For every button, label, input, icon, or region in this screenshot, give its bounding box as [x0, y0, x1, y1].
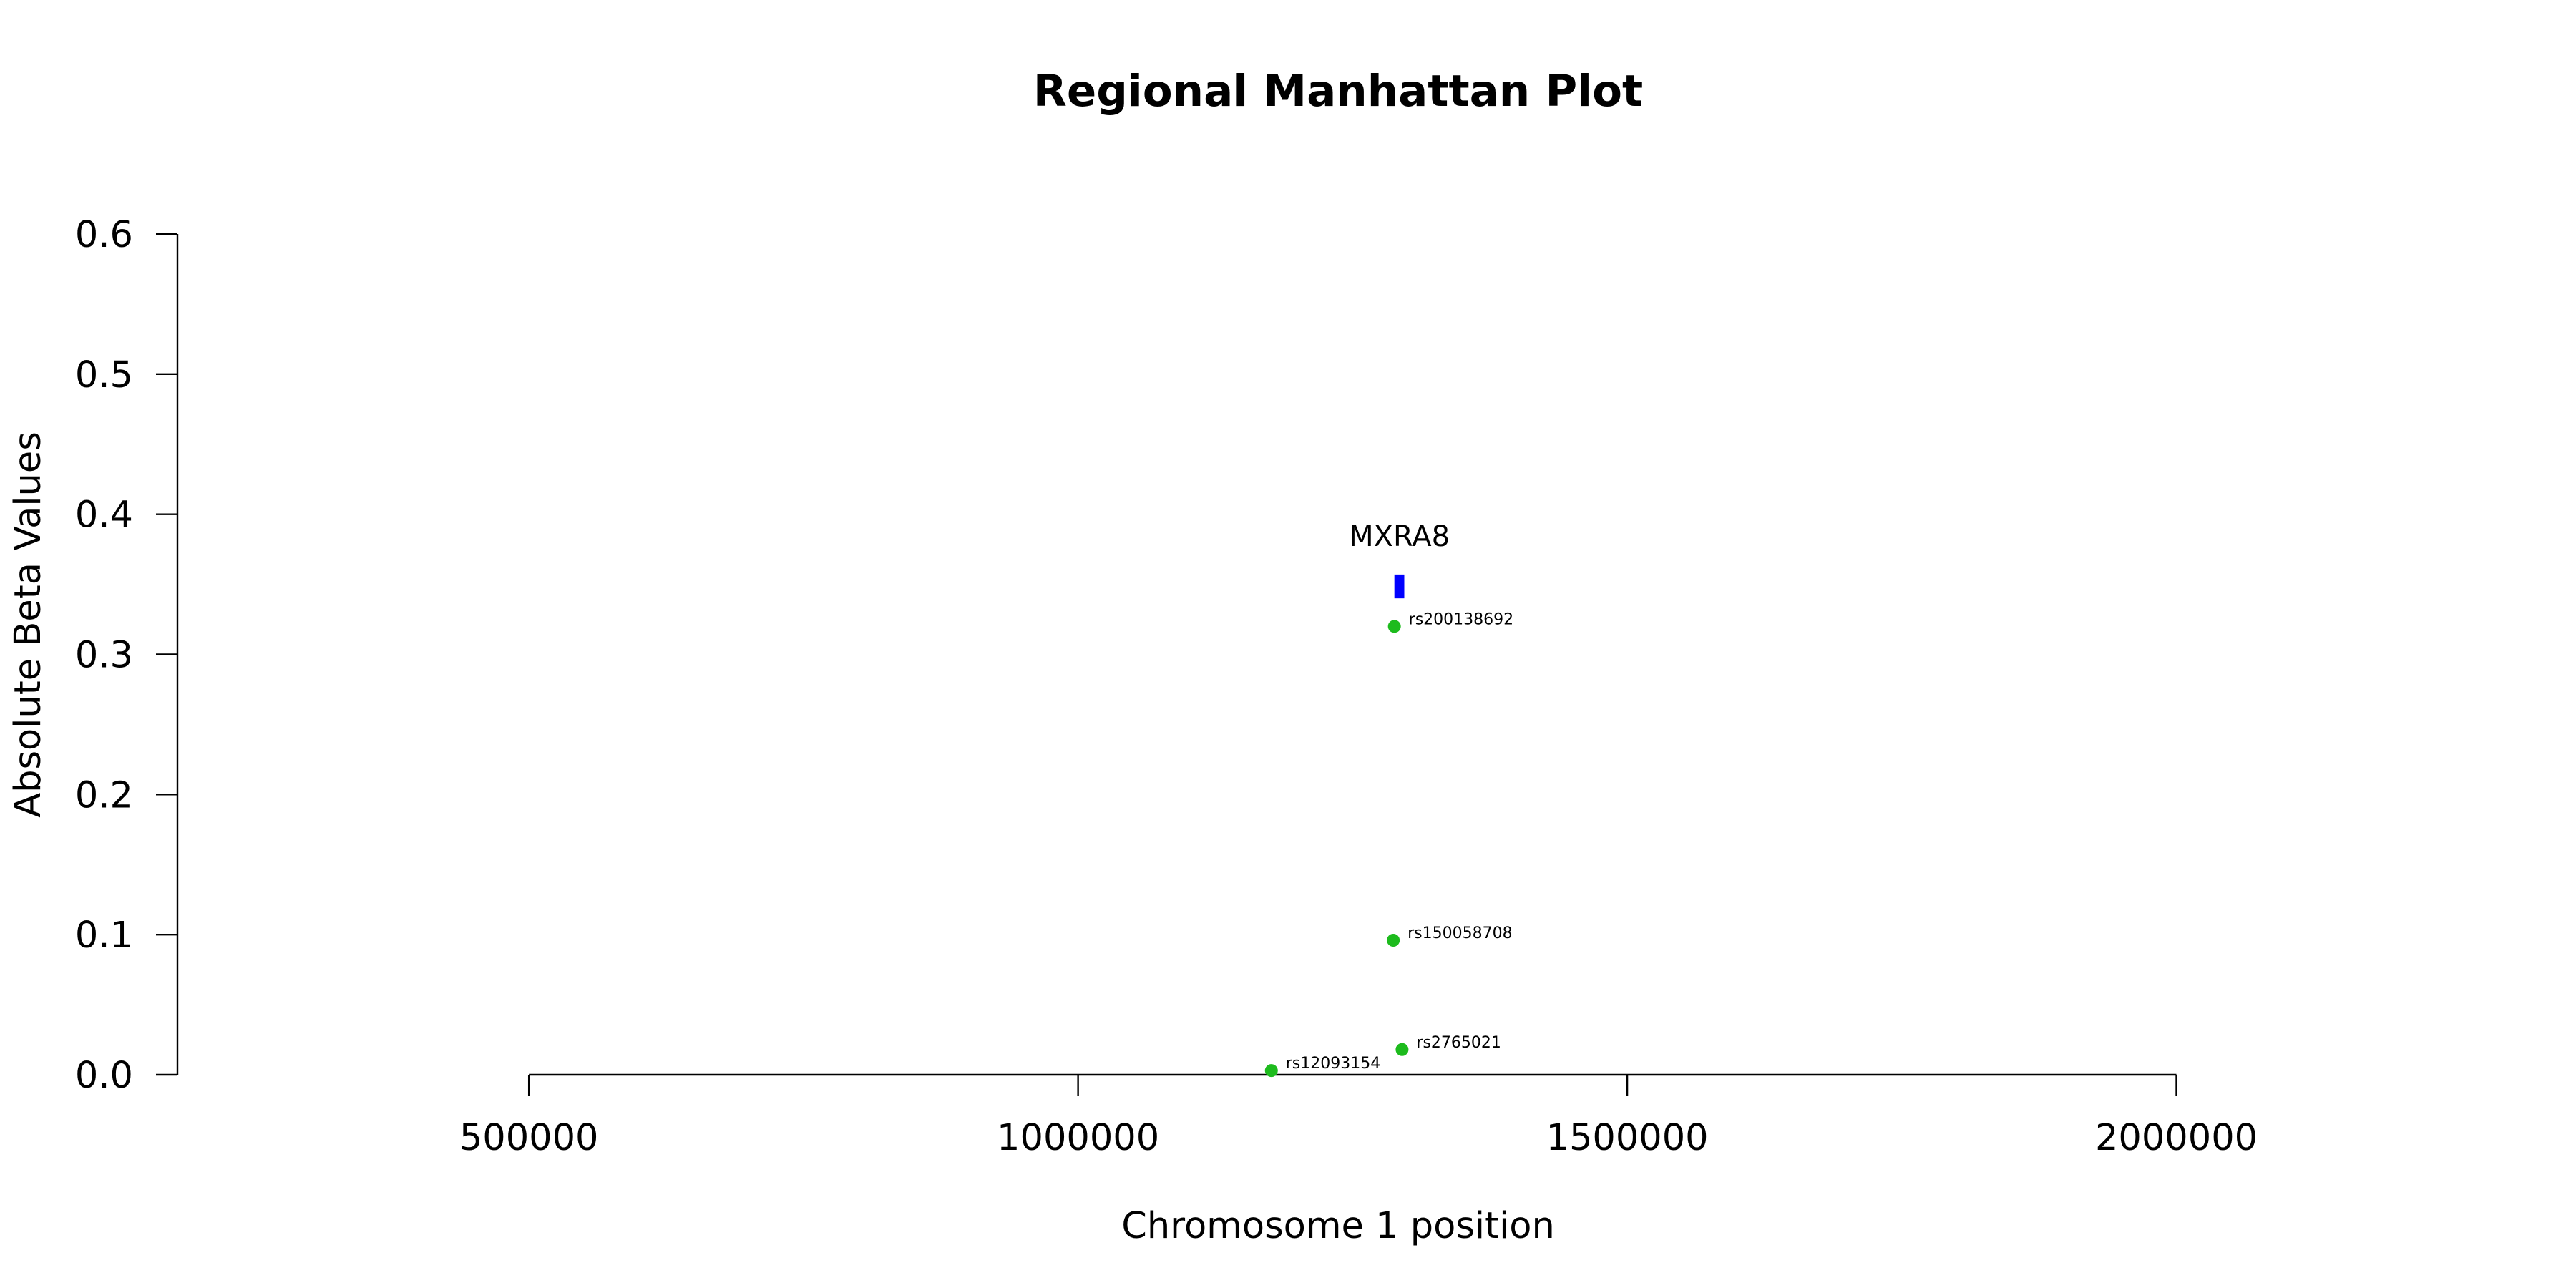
x-tick-label: 1000000	[997, 1117, 1159, 1159]
x-tick-label: 500000	[459, 1117, 599, 1159]
y-tick-label: 0.5	[75, 354, 133, 396]
snp-label: rs12093154	[1286, 1055, 1380, 1073]
y-tick-label: 0.0	[75, 1055, 133, 1097]
snp-label: rs2765021	[1416, 1034, 1501, 1052]
snp-point	[1387, 934, 1400, 947]
chart-title: Regional Manhattan Plot	[1033, 66, 1643, 117]
x-tick-label: 2000000	[2095, 1117, 2258, 1159]
y-tick-label: 0.6	[75, 214, 133, 256]
x-tick-label: 1500000	[1546, 1117, 1709, 1159]
gene-layer: MXRA8	[1349, 520, 1450, 599]
y-tick-label: 0.1	[75, 914, 133, 957]
snp-label: rs200138692	[1409, 610, 1513, 628]
x-axis: 500000 1000000 1500000 2000000	[459, 1073, 2258, 1159]
y-tick-label: 0.4	[75, 494, 133, 537]
gene-box	[1394, 574, 1405, 599]
snp-label: rs150058708	[1407, 924, 1512, 942]
gene-label: MXRA8	[1349, 520, 1450, 553]
snp-point	[1264, 1064, 1278, 1078]
snp-point	[1395, 1043, 1409, 1056]
y-tick-label: 0.2	[75, 774, 133, 816]
snp-point	[1387, 620, 1401, 633]
snp-points: rs200138692 rs150058708 rs2765021 rs1209315…	[1264, 610, 1513, 1078]
y-axis-title: Absolute Beta Values	[7, 431, 49, 818]
y-tick-label: 0.3	[75, 635, 133, 677]
x-axis-title: Chromosome 1 position	[1121, 1205, 1555, 1247]
y-axis: 0.0 0.1 0.2 0.3 0.4 0.5 0.6	[75, 214, 179, 1097]
